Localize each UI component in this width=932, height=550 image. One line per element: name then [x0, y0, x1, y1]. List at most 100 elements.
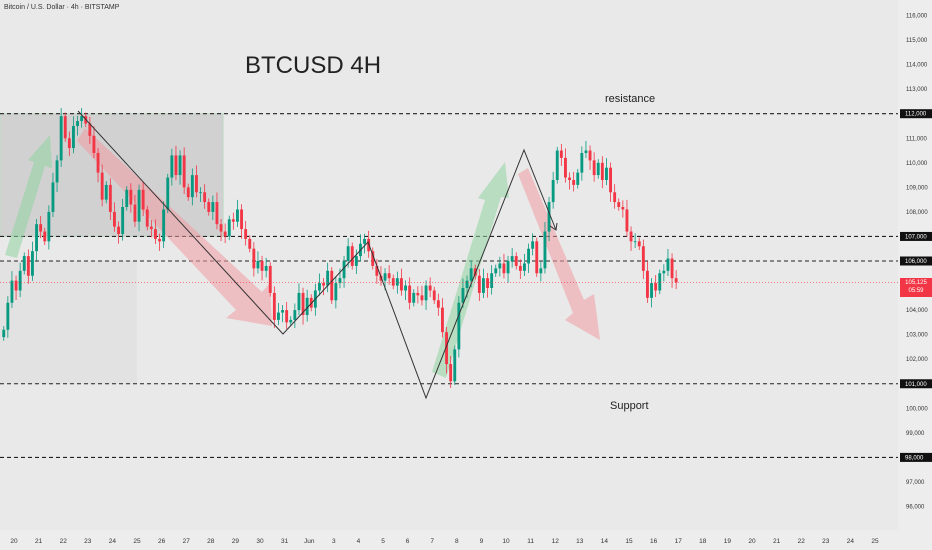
candle	[51, 182, 55, 212]
candle	[240, 209, 243, 230]
candle	[551, 179, 555, 203]
candle	[646, 270, 649, 298]
candle	[231, 219, 235, 222]
price-tick-label: 96,000	[906, 505, 925, 511]
candle	[108, 184, 112, 212]
price-tick-label: 97,000	[906, 480, 925, 486]
candle	[416, 292, 420, 296]
price-tick-label: 100,000	[906, 406, 928, 412]
candle	[629, 231, 633, 242]
candle	[342, 261, 346, 279]
candle	[477, 275, 481, 293]
candle	[149, 226, 153, 230]
candle	[100, 172, 104, 200]
candle	[322, 283, 325, 286]
candle	[47, 211, 51, 242]
candle	[117, 226, 120, 234]
candle	[301, 292, 305, 316]
candle	[670, 258, 674, 279]
candle	[445, 332, 448, 365]
candle	[137, 189, 141, 222]
bar-countdown: 05:59	[908, 288, 924, 294]
candle	[666, 258, 670, 271]
candle	[572, 179, 576, 185]
candle	[145, 209, 149, 227]
candle	[453, 349, 457, 382]
candle	[391, 278, 395, 286]
price-tick-label: 108,000	[906, 210, 928, 216]
candle	[637, 241, 641, 247]
time-tick-label: 24	[847, 538, 855, 545]
candle	[330, 270, 334, 301]
candle	[490, 273, 494, 289]
candle	[350, 246, 354, 266]
time-tick-label: 12	[552, 538, 560, 545]
candle	[22, 256, 26, 271]
candle	[215, 202, 219, 225]
candle	[502, 263, 506, 274]
candle	[641, 246, 645, 271]
candle	[441, 307, 444, 333]
candle	[166, 177, 170, 210]
candle	[621, 206, 625, 210]
price-tick-label: 111,000	[906, 136, 927, 142]
candle	[568, 177, 571, 180]
time-tick-label: 24	[109, 538, 117, 545]
candle	[199, 192, 202, 194]
level-price-tag	[900, 452, 932, 462]
candle	[580, 152, 584, 173]
candle	[412, 292, 416, 303]
resistance-label: resistance	[605, 93, 656, 105]
candle	[555, 150, 559, 180]
candle	[404, 285, 407, 291]
candle	[268, 265, 272, 293]
time-tick-label: 8	[455, 538, 459, 545]
candle	[371, 251, 375, 266]
candle	[633, 241, 637, 243]
green-arrow	[5, 135, 52, 258]
price-tick-label: 116,000	[906, 14, 928, 20]
level-price-tag	[900, 231, 932, 241]
level-price-tag-label: 112,000	[905, 112, 927, 118]
candle	[281, 310, 284, 313]
candle	[506, 261, 510, 274]
candle	[72, 125, 75, 149]
candle	[158, 238, 161, 242]
candle	[650, 283, 653, 298]
arrow-head	[549, 222, 558, 231]
demand-zone	[0, 261, 137, 384]
candle	[195, 175, 198, 193]
candle	[461, 288, 465, 303]
time-tick-label: 13	[576, 538, 584, 545]
candle	[449, 364, 453, 382]
time-tick-label: 9	[480, 538, 484, 545]
candle	[531, 241, 535, 249]
candle	[104, 184, 108, 200]
candle	[424, 285, 428, 301]
candle	[613, 192, 617, 203]
time-tick-label: 4	[357, 538, 361, 545]
price-axis[interactable]	[898, 0, 932, 550]
candle	[80, 116, 84, 122]
candle	[514, 256, 518, 266]
candle	[252, 248, 256, 269]
support-label: Support	[610, 400, 649, 412]
price-tick-label: 114,000	[906, 63, 928, 69]
candle	[31, 251, 34, 276]
time-tick-label: 31	[281, 538, 289, 545]
candle	[59, 116, 63, 161]
time-tick-label: 25	[871, 538, 879, 545]
time-tick-label: 27	[183, 538, 191, 545]
current-price-tag: 105,125 05:59	[900, 278, 932, 297]
candle	[289, 319, 293, 323]
candle	[605, 167, 608, 180]
candle	[617, 202, 621, 207]
level-price-tag	[900, 379, 932, 389]
candle	[88, 123, 92, 136]
time-tick-label: Jun	[304, 538, 315, 545]
time-axis[interactable]	[0, 530, 898, 550]
symbol-header: Bitcoin / U.S. Dollar · 4h · BITSTAMP	[4, 4, 120, 11]
candle	[400, 278, 403, 291]
